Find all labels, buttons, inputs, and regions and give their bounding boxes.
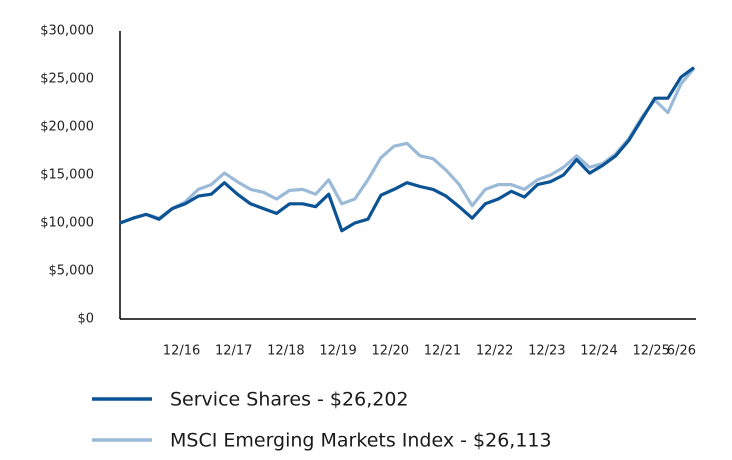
legend-label: MSCI Emerging Markets Index - $26,113 (170, 430, 552, 452)
x-tick-label: 12/24 (580, 344, 617, 359)
y-tick-label: $10,000 (40, 216, 94, 231)
x-tick-label: 12/23 (528, 344, 565, 359)
y-tick-label: $5,000 (49, 264, 95, 279)
series-line (119, 66, 695, 233)
y-tick-label: $0 (77, 312, 94, 327)
x-tick-label: 12/25 (632, 344, 669, 359)
series-line (119, 67, 696, 225)
x-tick-label: 12/18 (267, 344, 304, 359)
y-tick-label: $20,000 (40, 120, 94, 135)
y-tick-label: $25,000 (40, 72, 94, 87)
y-tick-label: $30,000 (40, 24, 94, 39)
x-tick-label: 12/22 (476, 344, 513, 359)
x-tick-label: 12/17 (215, 344, 252, 359)
x-tick-label: 6/26 (667, 344, 696, 359)
x-tick-label: 12/19 (319, 344, 356, 359)
x-tick-label: 12/21 (424, 344, 461, 359)
x-tick-label: 12/20 (372, 344, 409, 359)
legend-label: Service Shares - $26,202 (170, 389, 409, 411)
y-tick-label: $15,000 (40, 168, 94, 183)
x-tick-label: 12/16 (163, 344, 200, 359)
